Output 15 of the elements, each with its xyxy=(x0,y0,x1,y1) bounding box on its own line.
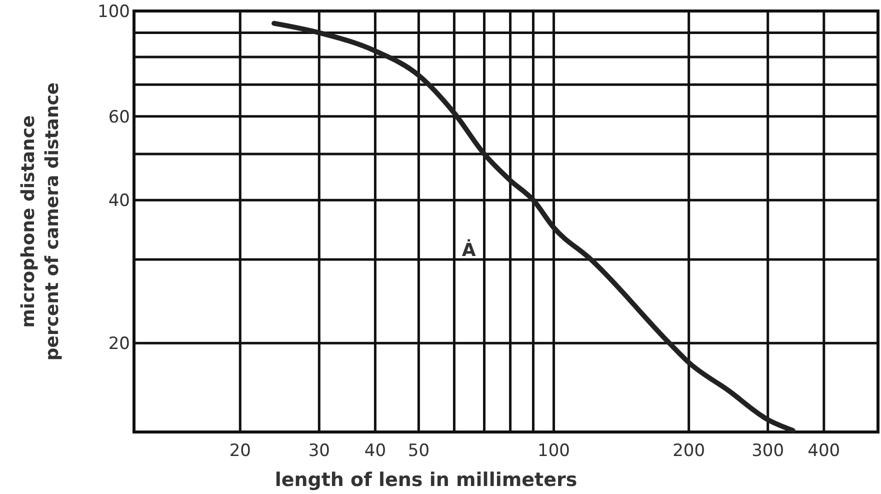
x-tick-label: 300 xyxy=(752,441,784,461)
y-tick-label: 60 xyxy=(108,107,130,128)
annotation: Ȧ xyxy=(462,238,476,261)
y-tick-label: 100 xyxy=(98,2,130,22)
x-tick-label: 40 xyxy=(364,441,386,461)
x-axis-title: length of lens in millimeters xyxy=(274,469,578,491)
x-tick-label: 30 xyxy=(308,441,330,461)
x-tick-label: 200 xyxy=(672,441,706,461)
y-tick-label: 40 xyxy=(108,191,130,212)
y-tick-label: 20 xyxy=(108,334,130,354)
x-tick-label: 100 xyxy=(538,441,570,461)
y-axis-title: microphone distance percent of camera distance xyxy=(18,82,63,361)
x-tick-label: 400 xyxy=(808,441,840,461)
x-tick-label: 50 xyxy=(408,441,430,461)
x-tick-label: 20 xyxy=(229,441,251,461)
